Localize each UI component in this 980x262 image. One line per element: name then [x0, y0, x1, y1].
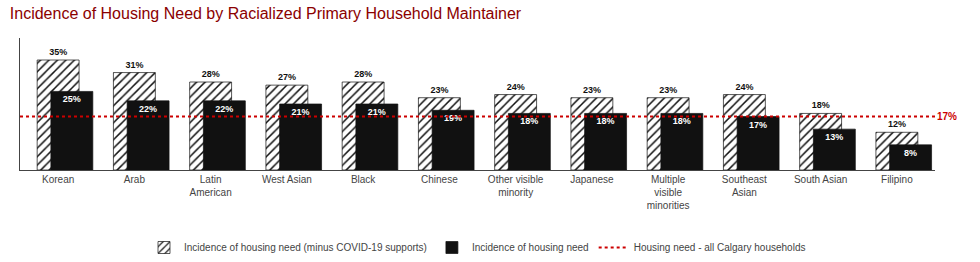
svg-text:Japanese: Japanese [570, 174, 614, 185]
svg-text:28%: 28% [202, 69, 220, 79]
svg-text:22%: 22% [139, 104, 157, 114]
svg-text:21%: 21% [292, 107, 310, 117]
svg-text:18%: 18% [520, 116, 538, 126]
svg-text:23%: 23% [583, 85, 601, 95]
svg-text:LatinAmerican: LatinAmerican [190, 174, 232, 198]
svg-text:South Asian: South Asian [794, 174, 847, 185]
svg-text:22%: 22% [215, 104, 233, 114]
svg-text:23%: 23% [659, 85, 677, 95]
svg-text:Filipino: Filipino [881, 174, 913, 185]
svg-text:24%: 24% [507, 82, 525, 92]
svg-text:12%: 12% [888, 119, 906, 129]
svg-text:27%: 27% [278, 72, 296, 82]
svg-text:Chinese: Chinese [421, 174, 458, 185]
svg-text:17%: 17% [749, 120, 767, 130]
svg-text:Arab: Arab [124, 174, 146, 185]
svg-text:Other visibleminority: Other visibleminority [488, 174, 544, 198]
svg-text:Incidence of housing need (min: Incidence of housing need (minus COVID-1… [184, 242, 427, 253]
svg-text:Incidence of Housing Need by R: Incidence of Housing Need by Racialized … [10, 5, 522, 22]
svg-text:Multiplevisibleminorities: Multiplevisibleminorities [647, 174, 690, 211]
svg-text:Black: Black [351, 174, 376, 185]
svg-text:17%: 17% [937, 111, 957, 122]
svg-text:18%: 18% [812, 100, 830, 110]
svg-text:21%: 21% [368, 107, 386, 117]
svg-text:Housing need - all Calgary hou: Housing need - all Calgary households [634, 242, 806, 253]
svg-text:31%: 31% [125, 60, 143, 70]
svg-text:19%: 19% [444, 113, 462, 123]
svg-text:28%: 28% [354, 69, 372, 79]
svg-text:24%: 24% [735, 82, 753, 92]
svg-text:8%: 8% [904, 148, 917, 158]
svg-text:Incidence of housing need: Incidence of housing need [472, 242, 589, 253]
svg-text:23%: 23% [430, 85, 448, 95]
svg-text:West Asian: West Asian [262, 174, 312, 185]
svg-text:35%: 35% [49, 47, 67, 57]
svg-text:18%: 18% [597, 116, 615, 126]
svg-text:25%: 25% [63, 94, 81, 104]
svg-text:13%: 13% [825, 132, 843, 142]
svg-text:SoutheastAsian: SoutheastAsian [722, 174, 767, 198]
svg-text:18%: 18% [673, 116, 691, 126]
svg-text:Korean: Korean [42, 174, 74, 185]
